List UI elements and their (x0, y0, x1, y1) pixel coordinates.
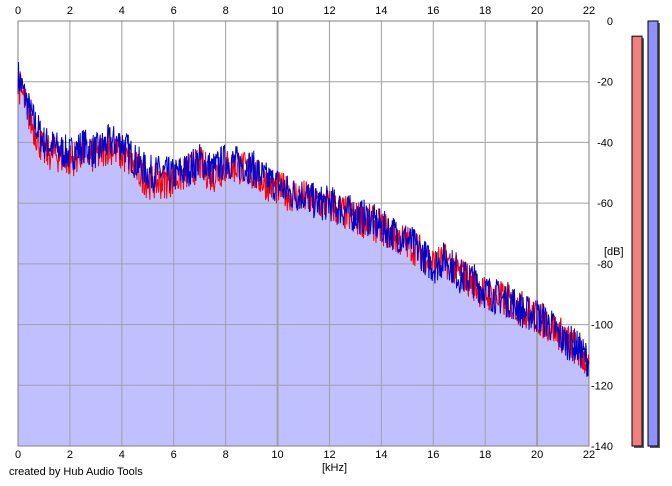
y-tick-label: -140 (591, 441, 613, 453)
fill-layer (18, 62, 589, 446)
x-tick-label-top: 2 (67, 5, 73, 17)
x-tick-label-bottom: 10 (271, 449, 283, 461)
y-tick-label: -60 (597, 198, 613, 210)
x-tick-label-top: 8 (223, 5, 229, 17)
x-tick-label-bottom: 8 (223, 449, 229, 461)
x-tick-label-bottom: 16 (427, 449, 439, 461)
x-tick-label-top: 6 (171, 5, 177, 17)
x-tick-label-bottom: 12 (323, 449, 335, 461)
x-tick-label-top: 4 (119, 5, 125, 17)
x-tick-label-bottom: 2 (67, 449, 73, 461)
y-axis-label: [dB] (604, 246, 624, 258)
x-tick-label-top: 12 (323, 5, 335, 17)
y-tick-label: -80 (597, 259, 613, 271)
x-tick-label-bottom: 18 (479, 449, 491, 461)
level-meters (631, 20, 660, 449)
gridlines (17, 20, 590, 447)
level-meter-bar (647, 20, 659, 447)
spectrum-fill (18, 62, 589, 446)
y-tick-label: -40 (597, 137, 613, 149)
x-tick-label-top: 18 (479, 5, 491, 17)
x-tick-label-bottom: 6 (171, 449, 177, 461)
y-tick-label: -120 (591, 380, 613, 392)
x-tick-label-bottom: 22 (583, 449, 595, 461)
plot-frame (17, 20, 590, 447)
x-tick-label-top: 10 (271, 5, 283, 17)
credit-text: created by Hub Audio Tools (9, 466, 143, 478)
y-tick-label: -20 (597, 77, 613, 89)
series-line-blue (17, 61, 590, 377)
x-tick-label-bottom: 20 (531, 449, 543, 461)
level-meter-bar (631, 35, 643, 447)
tick-labels: 002244668810101212141416161818202022220-… (15, 5, 613, 461)
x-tick-label-bottom: 0 (15, 449, 21, 461)
x-tick-label-top: 22 (583, 5, 595, 17)
x-tick-label-top: 20 (531, 5, 543, 17)
y-tick-label: 0 (607, 16, 613, 28)
series-layer (17, 61, 590, 377)
x-tick-label-bottom: 14 (375, 449, 387, 461)
x-axis-label: [kHz] (322, 462, 347, 474)
x-tick-label-bottom: 4 (119, 449, 125, 461)
x-tick-label-top: 0 (15, 5, 21, 17)
x-tick-label-top: 16 (427, 5, 439, 17)
y-tick-label: -100 (591, 320, 613, 332)
x-tick-label-top: 14 (375, 5, 387, 17)
